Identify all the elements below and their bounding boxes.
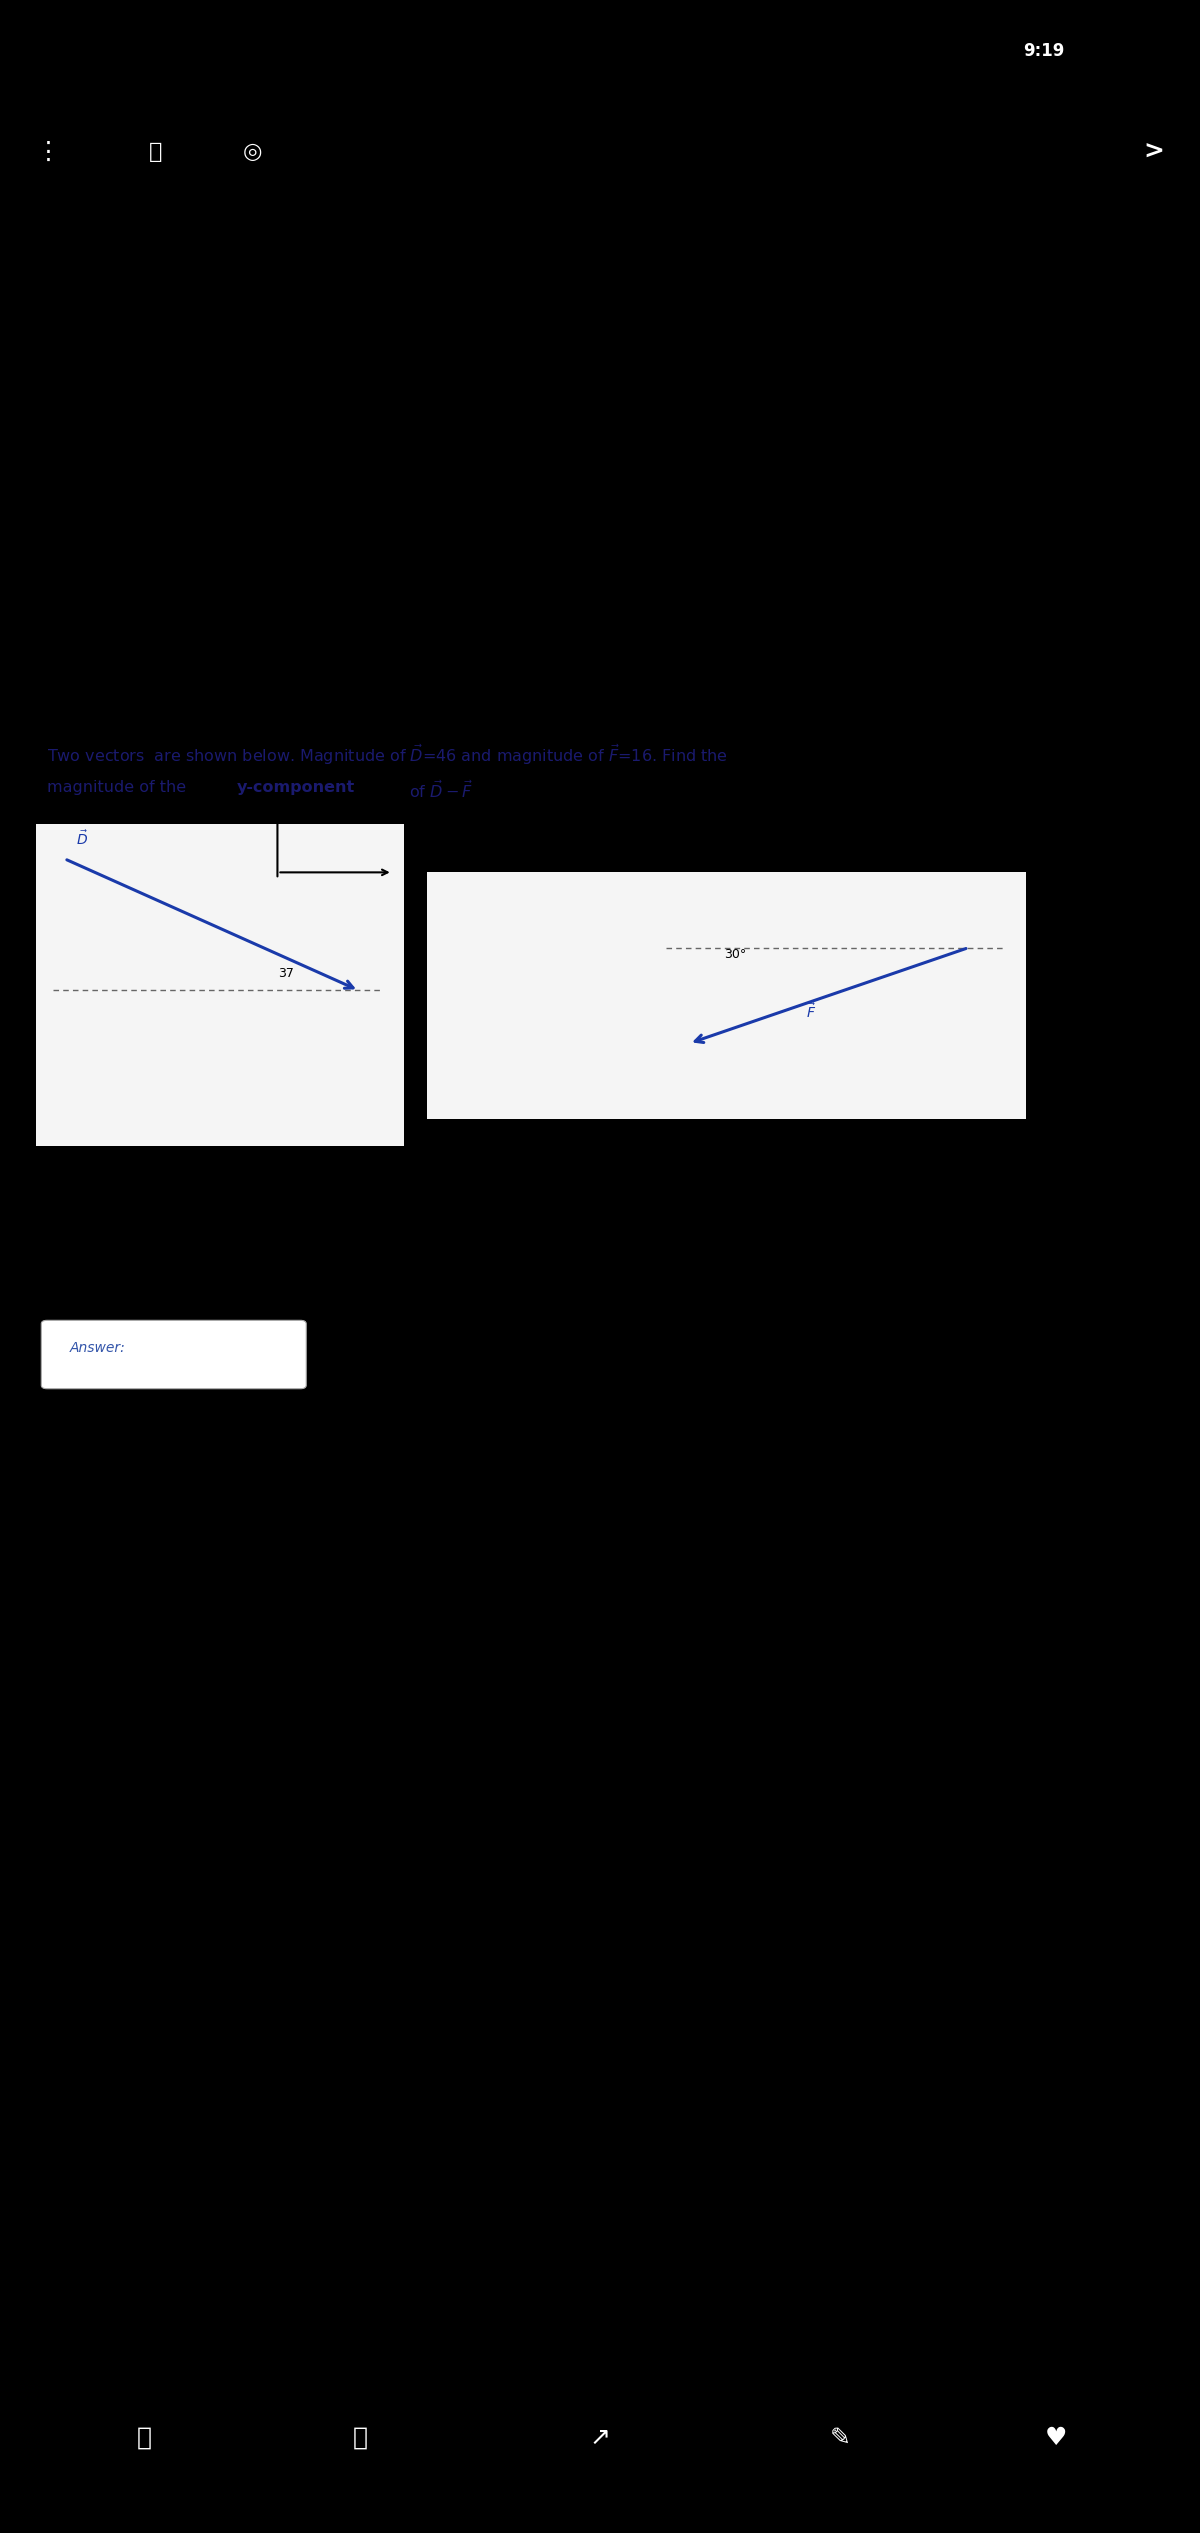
Text: ✎: ✎	[829, 2427, 851, 2449]
Text: ⋮: ⋮	[36, 139, 60, 165]
Bar	[427, 871, 1026, 1120]
Text: Ⓢ: Ⓢ	[353, 2427, 367, 2449]
Text: magnitude of the: magnitude of the	[47, 780, 191, 795]
Text: 37: 37	[278, 968, 294, 980]
Text: 9:19: 9:19	[1024, 41, 1064, 61]
Text: y: y	[274, 770, 281, 783]
Bar	[36, 826, 404, 1145]
Text: ◎: ◎	[242, 142, 262, 162]
Text: >: >	[1144, 139, 1164, 165]
Text: 30°: 30°	[724, 947, 746, 960]
Text: ♥: ♥	[1045, 2427, 1067, 2449]
Text: 🗑: 🗑	[137, 2427, 151, 2449]
Text: of $\vec{D}-\vec{F}$: of $\vec{D}-\vec{F}$	[404, 780, 473, 800]
Text: $\vec{D}$: $\vec{D}$	[76, 831, 88, 849]
Text: Two vectors  are shown below. Magnitude of $\vec{D}$=46 and magnitude of $\vec{F: Two vectors are shown below. Magnitude o…	[47, 742, 728, 767]
Text: Answer:: Answer:	[70, 1340, 126, 1355]
Text: ↗: ↗	[589, 2427, 611, 2449]
Text: $\vec{F}$: $\vec{F}$	[806, 1003, 816, 1021]
FancyBboxPatch shape	[41, 1320, 306, 1388]
Text: y-component: y-component	[238, 780, 355, 795]
Text: ➿: ➿	[149, 142, 163, 162]
Text: x: x	[410, 866, 418, 879]
